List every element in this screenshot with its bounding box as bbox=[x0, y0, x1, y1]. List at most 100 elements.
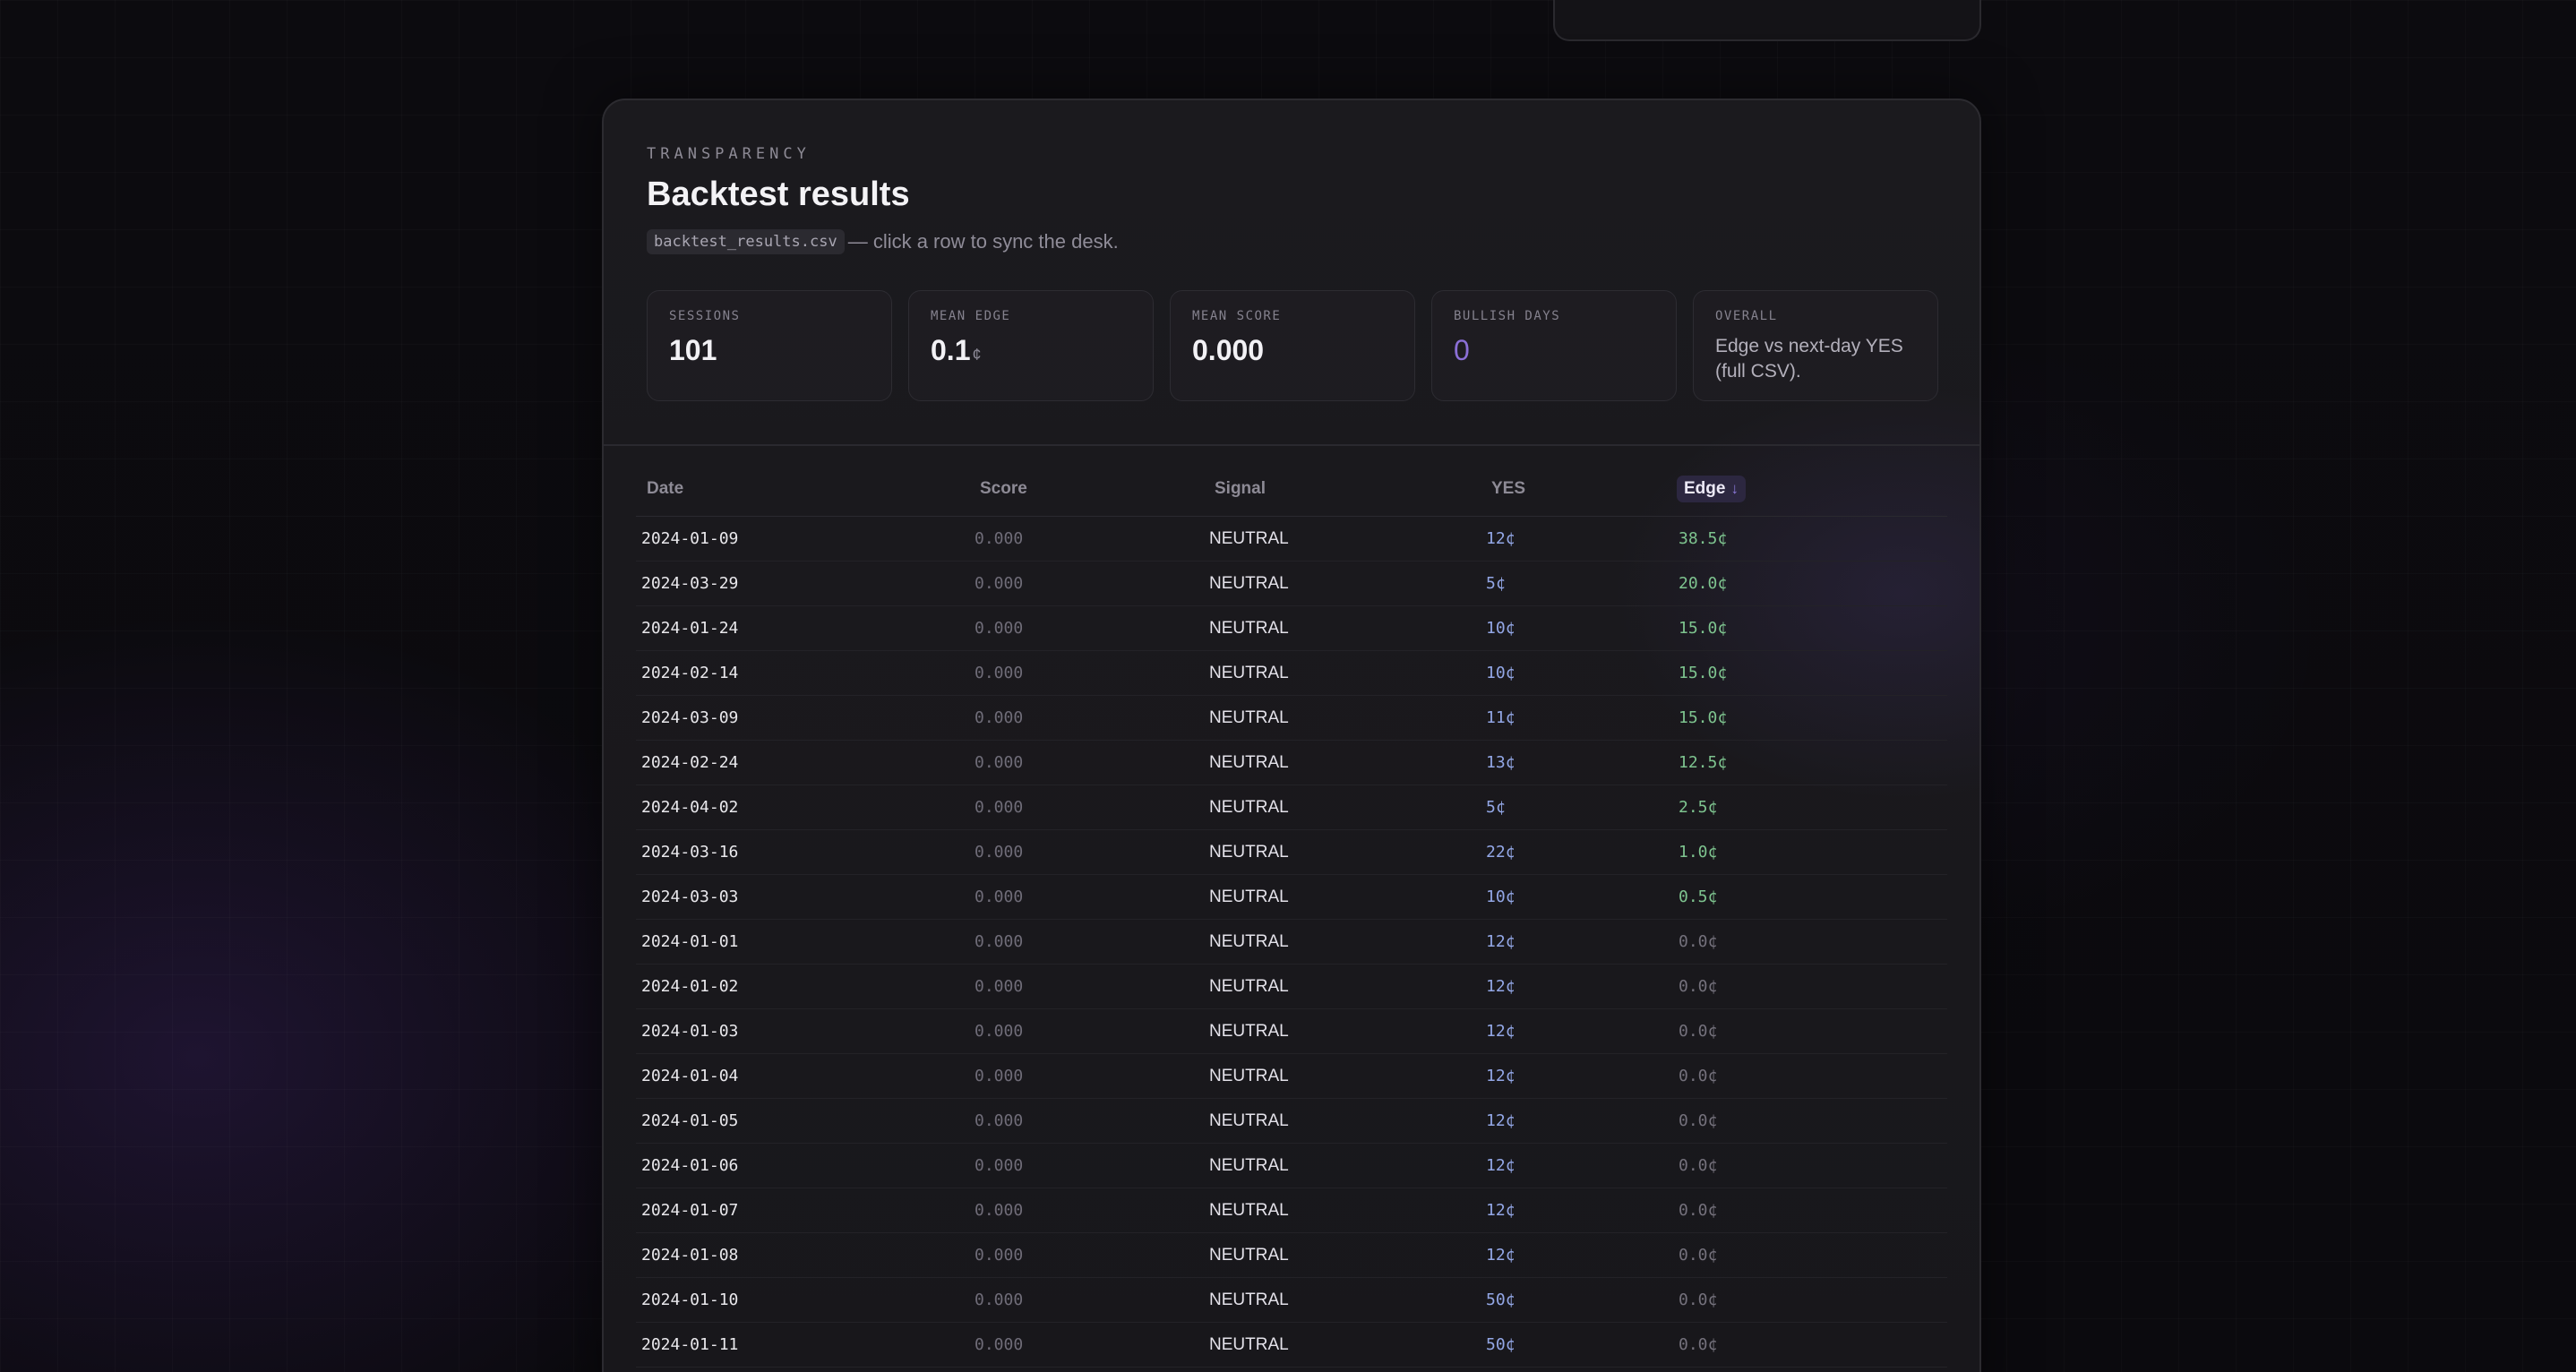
stat-value: 101 bbox=[669, 334, 717, 366]
column-header-yes[interactable]: YES bbox=[1491, 479, 1526, 498]
column-header-date[interactable]: Date bbox=[647, 479, 684, 498]
cell-signal: NEUTRAL bbox=[1209, 1066, 1289, 1085]
cell-yes: 12¢ bbox=[1486, 1111, 1516, 1130]
cell-yes: 12¢ bbox=[1486, 1067, 1516, 1085]
table-row[interactable]: 2024-01-03 0.000 NEUTRAL 12¢ 0.0¢ bbox=[636, 1009, 1947, 1054]
cell-edge: 2.5¢ bbox=[1679, 798, 1718, 817]
table-row[interactable]: 2024-02-14 0.000 NEUTRAL 10¢ 15.0¢ bbox=[636, 651, 1947, 696]
cell-yes: 12¢ bbox=[1486, 1246, 1516, 1265]
cell-signal: NEUTRAL bbox=[1209, 976, 1289, 996]
cell-edge: 38.5¢ bbox=[1679, 529, 1728, 548]
table-row[interactable]: 2024-03-09 0.000 NEUTRAL 11¢ 15.0¢ bbox=[636, 696, 1947, 741]
cell-score: 0.000 bbox=[975, 977, 1024, 996]
cell-signal: NEUTRAL bbox=[1209, 1155, 1289, 1175]
stat-label: MEAN EDGE bbox=[931, 309, 1011, 323]
stat-mean-edge: MEAN EDGE 0.1 ¢ bbox=[908, 290, 1154, 401]
cell-yes: 12¢ bbox=[1486, 1022, 1516, 1041]
cell-edge: 0.0¢ bbox=[1679, 1067, 1718, 1085]
table-row[interactable]: 2024-03-29 0.000 NEUTRAL 5¢ 20.0¢ bbox=[636, 562, 1947, 606]
upper-card bbox=[1553, 0, 1981, 41]
table-row[interactable]: 2024-03-16 0.000 NEUTRAL 22¢ 1.0¢ bbox=[636, 830, 1947, 875]
stat-overall: OVERALL Edge vs next-day YES (full CSV). bbox=[1693, 290, 1938, 401]
cell-score: 0.000 bbox=[975, 1291, 1024, 1309]
cell-yes: 5¢ bbox=[1486, 798, 1506, 817]
section-title: Backtest results bbox=[647, 176, 910, 213]
cell-yes: 13¢ bbox=[1486, 753, 1516, 772]
table-row[interactable]: 2024-01-04 0.000 NEUTRAL 12¢ 0.0¢ bbox=[636, 1054, 1947, 1099]
table-row[interactable]: 2024-04-02 0.000 NEUTRAL 5¢ 2.5¢ bbox=[636, 785, 1947, 830]
cell-edge: 0.0¢ bbox=[1679, 1111, 1718, 1130]
cell-score: 0.000 bbox=[975, 798, 1024, 817]
table-row[interactable]: 2024-01-11 0.000 NEUTRAL 50¢ 0.0¢ bbox=[636, 1323, 1947, 1368]
column-header-score[interactable]: Score bbox=[980, 479, 1027, 498]
cell-signal: NEUTRAL bbox=[1209, 1245, 1289, 1265]
arrow-down-icon: ↓ bbox=[1730, 480, 1739, 497]
cell-date: 2024-01-03 bbox=[641, 1022, 739, 1041]
table-row[interactable]: 2024-01-08 0.000 NEUTRAL 12¢ 0.0¢ bbox=[636, 1233, 1947, 1278]
cell-score: 0.000 bbox=[975, 932, 1024, 951]
table-row[interactable]: 2024-01-10 0.000 NEUTRAL 50¢ 0.0¢ bbox=[636, 1278, 1947, 1323]
cell-score: 0.000 bbox=[975, 1201, 1024, 1220]
cell-date: 2024-01-07 bbox=[641, 1201, 739, 1220]
section-eyebrow: TRANSPARENCY bbox=[647, 145, 811, 163]
table-row[interactable]: 2024-01-05 0.000 NEUTRAL 12¢ 0.0¢ bbox=[636, 1099, 1947, 1144]
stat-value: 0.1 ¢ bbox=[931, 334, 1131, 367]
cell-date: 2024-01-01 bbox=[641, 932, 739, 951]
cell-yes: 11¢ bbox=[1486, 708, 1516, 727]
cell-score: 0.000 bbox=[975, 619, 1024, 638]
cell-edge: 0.0¢ bbox=[1679, 1335, 1718, 1354]
table-row[interactable]: 2024-03-03 0.000 NEUTRAL 10¢ 0.5¢ bbox=[636, 875, 1947, 920]
stat-value: 0 bbox=[1454, 334, 1470, 366]
section-divider bbox=[604, 444, 1979, 446]
column-header-edge-cell: Edge ↓ bbox=[1673, 476, 1947, 502]
cell-date: 2024-03-29 bbox=[641, 574, 739, 593]
section-subtitle: backtest_results.csv — click a row to sy… bbox=[647, 229, 1119, 254]
cell-edge: 15.0¢ bbox=[1679, 708, 1728, 727]
cell-score: 0.000 bbox=[975, 664, 1024, 682]
cell-score: 0.000 bbox=[975, 574, 1024, 593]
cell-yes: 12¢ bbox=[1486, 1201, 1516, 1220]
cell-signal: NEUTRAL bbox=[1209, 1290, 1289, 1309]
cell-edge: 12.5¢ bbox=[1679, 753, 1728, 772]
cell-yes: 50¢ bbox=[1486, 1335, 1516, 1354]
cell-yes: 10¢ bbox=[1486, 888, 1516, 906]
cell-score: 0.000 bbox=[975, 1335, 1024, 1354]
table-row[interactable]: 2024-01-09 0.000 NEUTRAL 12¢ 38.5¢ bbox=[636, 517, 1947, 562]
cell-date: 2024-01-06 bbox=[641, 1156, 739, 1175]
cell-signal: NEUTRAL bbox=[1209, 1110, 1289, 1130]
column-header-signal[interactable]: Signal bbox=[1215, 479, 1267, 498]
cell-yes: 12¢ bbox=[1486, 529, 1516, 548]
cell-signal: NEUTRAL bbox=[1209, 528, 1289, 548]
stats-row: SESSIONS 101 MEAN EDGE 0.1 ¢ MEAN SCORE 0… bbox=[647, 290, 1938, 401]
cell-edge: 15.0¢ bbox=[1679, 664, 1728, 682]
cell-date: 2024-03-03 bbox=[641, 888, 739, 906]
cell-signal: NEUTRAL bbox=[1209, 573, 1289, 593]
cell-score: 0.000 bbox=[975, 753, 1024, 772]
cell-score: 0.000 bbox=[975, 843, 1024, 862]
table-body: 2024-01-09 0.000 NEUTRAL 12¢ 38.5¢ 2024-03-29… bbox=[636, 517, 1947, 1372]
cell-signal: NEUTRAL bbox=[1209, 618, 1289, 638]
stat-label: OVERALL bbox=[1715, 309, 1778, 323]
backtest-panel: TRANSPARENCY Backtest results backtest_r… bbox=[602, 99, 1981, 1372]
table-row[interactable]: 2024-01-02 0.000 NEUTRAL 12¢ 0.0¢ bbox=[636, 965, 1947, 1009]
cell-score: 0.000 bbox=[975, 1067, 1024, 1085]
cell-edge: 0.5¢ bbox=[1679, 888, 1718, 906]
table-row[interactable]: 2024-01-06 0.000 NEUTRAL 12¢ 0.0¢ bbox=[636, 1144, 1947, 1188]
cell-edge: 1.0¢ bbox=[1679, 843, 1718, 862]
cell-score: 0.000 bbox=[975, 888, 1024, 906]
edge-header-label: Edge bbox=[1684, 479, 1726, 498]
cell-score: 0.000 bbox=[975, 708, 1024, 727]
table-row[interactable]: 2024-01-01 0.000 NEUTRAL 12¢ 0.0¢ bbox=[636, 920, 1947, 965]
cell-date: 2024-02-24 bbox=[641, 753, 739, 772]
table-row[interactable]: 2024-02-24 0.000 NEUTRAL 13¢ 12.5¢ bbox=[636, 741, 1947, 785]
cell-yes: 22¢ bbox=[1486, 843, 1516, 862]
cell-signal: NEUTRAL bbox=[1209, 1021, 1289, 1041]
cell-yes: 10¢ bbox=[1486, 664, 1516, 682]
stat-description: Edge vs next-day YES (full CSV). bbox=[1715, 336, 1903, 382]
table-row[interactable]: 2024-01-07 0.000 NEUTRAL 12¢ 0.0¢ bbox=[636, 1188, 1947, 1233]
cell-yes: 5¢ bbox=[1486, 574, 1506, 593]
table-row[interactable]: 2024-01-24 0.000 NEUTRAL 10¢ 15.0¢ bbox=[636, 606, 1947, 651]
column-header-edge[interactable]: Edge ↓ bbox=[1677, 476, 1746, 502]
cell-date: 2024-04-02 bbox=[641, 798, 739, 817]
